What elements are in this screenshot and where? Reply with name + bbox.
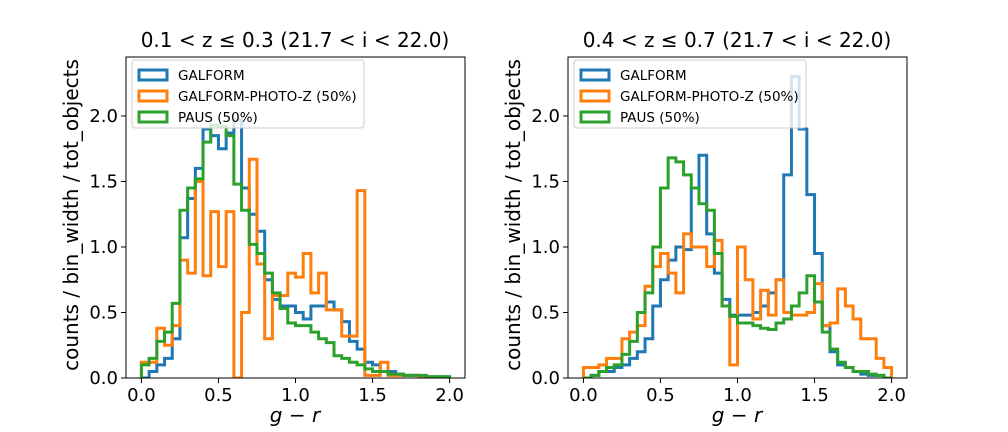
y-tick-label: 1.0 [89,237,118,258]
legend-label: PAUS (50%) [178,110,258,126]
histogram-panel-left: 0.1 < z ≤ 0.3 (21.7 < i < 22.0) g − r co… [59,28,466,427]
legend: GALFORM GALFORM-PHOTO-Z (50%) PAUS (50%) [573,59,807,129]
y-tick-label: 0.5 [89,302,118,323]
y-tick-label: 1.5 [531,171,560,192]
y-tick-label: 2.0 [531,106,560,127]
chart-title: 0.4 < z ≤ 0.7 (21.7 < i < 22.0) [583,28,892,52]
plot-area: 0.0 0.5 1.0 1.5 2.0 0.0 0.5 1.0 1.5 2.0 [531,56,908,406]
y-axis-label: counts / bin_width / tot_objects [59,59,83,371]
x-tick-label: 0.0 [127,385,156,406]
series-line-2 [139,157,450,378]
legend: GALFORM GALFORM-PHOTO-Z (50%) PAUS (50%) [131,59,365,129]
x-tick-label: 0.5 [204,385,233,406]
plot-area: 0.0 0.5 1.0 1.5 2.0 0.0 0.5 1.0 1.5 2.0 [89,56,466,406]
y-tick-label: 2.0 [89,106,118,127]
legend-swatch [137,110,169,124]
legend-swatch [137,89,169,103]
chart-title: 0.1 < z ≤ 0.3 (21.7 < i < 22.0) [141,28,450,52]
y-axis-label: counts / bin_width / tot_objects [501,59,525,371]
y-tick-label: 0.0 [89,368,118,389]
legend-label: PAUS (50%) [620,110,700,126]
y-tick-label: 0.0 [531,368,560,389]
series-line-3 [139,123,452,378]
x-tick-label: 1.5 [358,385,387,406]
x-tick-label: 2.0 [435,385,464,406]
y-tick-label: 1.0 [531,237,560,258]
legend-box [573,59,807,129]
legend-label: GALFORM [620,68,687,84]
legend-label: GALFORM-PHOTO-Z (50%) [620,89,799,105]
x-axis-label: g − r [712,403,764,427]
histogram-panel-right: 0.4 < z ≤ 0.7 (21.7 < i < 22.0) g − r co… [501,28,908,427]
series-line-3 [583,156,892,378]
legend-swatch [137,68,169,82]
legend-label: GALFORM-PHOTO-Z (50%) [178,89,357,105]
x-tick-label: 0.0 [569,385,598,406]
x-tick-label: 1.0 [723,385,752,406]
x-tick-label: 0.5 [646,385,675,406]
x-tick-label: 1.5 [800,385,829,406]
legend-box [131,59,365,129]
y-tick-label: 1.5 [89,171,118,192]
legend-swatch [579,110,611,124]
x-tick-label: 2.0 [877,385,906,406]
y-tick-label: 0.5 [531,302,560,323]
x-axis-label: g − r [270,403,322,427]
x-tick-label: 1.0 [281,385,310,406]
legend-swatch [579,68,611,82]
legend-label: GALFORM [178,68,245,84]
legend-swatch [579,89,611,103]
